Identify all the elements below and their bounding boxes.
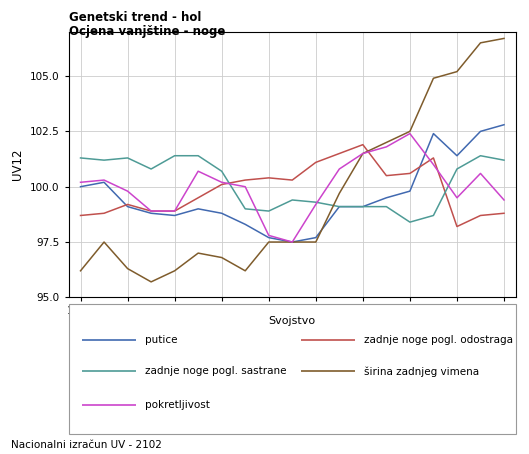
Text: Nacionalni izračun UV - 2102: Nacionalni izračun UV - 2102 — [11, 440, 161, 450]
Text: Svojstvo: Svojstvo — [269, 316, 316, 326]
Text: zadnje noge pogl. sastrane: zadnje noge pogl. sastrane — [145, 366, 286, 376]
Text: putice: putice — [145, 336, 177, 345]
Text: širina zadnjeg vimena: širina zadnjeg vimena — [364, 366, 479, 377]
Text: Genetski trend - hol: Genetski trend - hol — [69, 11, 201, 25]
Text: Ocjena vanjštine - noge: Ocjena vanjštine - noge — [69, 25, 225, 38]
Text: zadnje noge pogl. odostraga: zadnje noge pogl. odostraga — [364, 336, 513, 345]
X-axis label: Godina rođenja: Godina rođenja — [247, 322, 338, 335]
Y-axis label: UV12: UV12 — [12, 149, 24, 180]
Text: pokretljivost: pokretljivost — [145, 400, 209, 410]
